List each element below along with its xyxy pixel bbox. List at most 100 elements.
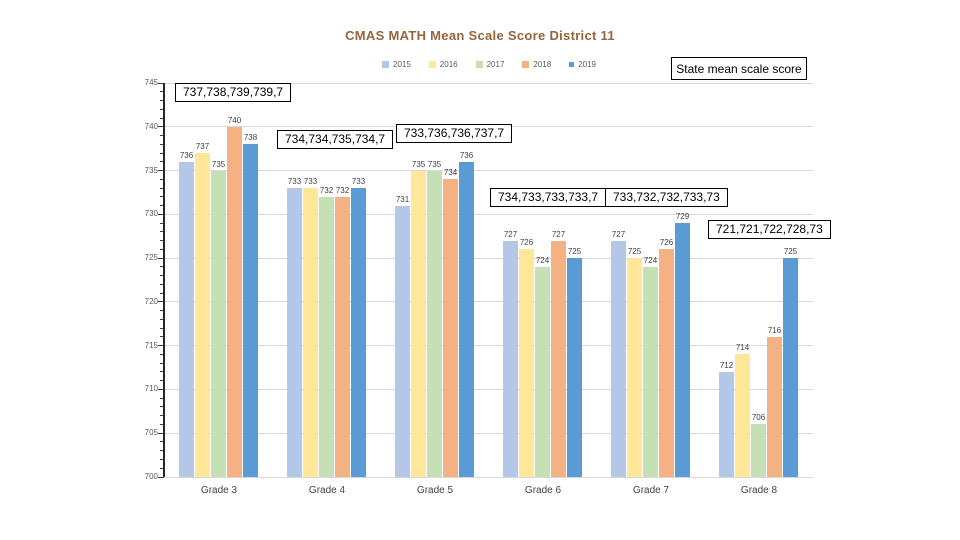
y-axis-tick-mark <box>158 213 164 215</box>
bar-value-label: 716 <box>767 325 782 335</box>
y-axis-tick-mark <box>160 406 164 408</box>
bar-value-label: 726 <box>519 238 534 248</box>
y-axis-tick-mark <box>158 301 164 303</box>
bar-value-label: 714 <box>735 343 750 353</box>
bar-value-label: 736 <box>179 150 194 160</box>
bar-grade-6-2016 <box>519 249 534 477</box>
y-axis-tick-mark <box>160 117 164 119</box>
y-axis-tick-mark <box>160 283 164 285</box>
y-axis-tick-mark <box>160 458 164 460</box>
bar-grade-7-2017 <box>643 266 658 477</box>
bar-grade-8-2017 <box>751 424 766 477</box>
bar-value-label: 736 <box>459 150 474 160</box>
y-axis-tick-label: 725 <box>144 253 158 263</box>
bar-value-label: 732 <box>319 185 334 195</box>
legend-label: 2018 <box>533 59 552 69</box>
y-axis-tick-mark <box>160 450 164 452</box>
state-mean-callout-grade-5: 733,736,736,737,7 <box>396 124 513 143</box>
bar-value-label: 738 <box>243 133 258 143</box>
bar-value-label: 706 <box>751 413 766 423</box>
y-axis-tick-mark <box>160 108 164 110</box>
bar-grade-5-2019 <box>459 161 474 477</box>
bar-value-label: 726 <box>659 238 674 248</box>
bar-grade-3-2017 <box>211 170 226 477</box>
y-axis-tick-mark <box>160 240 164 242</box>
y-axis-tick-mark <box>160 231 164 233</box>
y-axis-tick-mark <box>158 388 164 390</box>
y-gridline <box>165 345 813 347</box>
y-axis-tick-label: 735 <box>144 165 158 175</box>
bar-value-label: 725 <box>567 247 582 257</box>
legend-swatch-icon <box>382 60 389 68</box>
bar-value-label: 725 <box>627 247 642 257</box>
x-axis-category-label: Grade 6 <box>524 485 562 496</box>
y-axis-tick-mark <box>160 178 164 180</box>
y-axis-tick-mark <box>160 248 164 250</box>
state-mean-callout-grade-7: 733,732,732,733,73 <box>605 188 728 207</box>
y-axis-tick-label: 705 <box>144 428 158 438</box>
y-gridline <box>165 257 813 259</box>
y-axis-tick-label: 740 <box>144 121 158 131</box>
y-gridline <box>165 170 813 172</box>
bar-grade-6-2019 <box>567 258 582 477</box>
bar-value-label: 735 <box>211 159 226 169</box>
y-axis-tick-mark <box>160 353 164 355</box>
bar-value-label: 740 <box>227 115 242 125</box>
y-gridline <box>165 432 813 434</box>
bar-grade-4-2015 <box>287 188 302 477</box>
bar-value-label: 729 <box>675 212 690 222</box>
bar-value-label: 727 <box>503 229 518 239</box>
y-axis-tick-mark <box>160 318 164 320</box>
bar-value-label: 725 <box>783 247 798 257</box>
bar-value-label: 734 <box>443 168 458 178</box>
bar-value-label: 727 <box>611 229 626 239</box>
y-gridline <box>165 388 813 390</box>
y-axis-tick-label: 710 <box>144 384 158 394</box>
legend-label: 2016 <box>439 59 458 69</box>
bar-grade-4-2019 <box>351 188 366 477</box>
y-axis-tick-mark <box>160 143 164 145</box>
bar-value-label: 735 <box>427 159 442 169</box>
y-gridline <box>165 213 813 215</box>
bar-grade-7-2019 <box>675 223 690 477</box>
y-axis-tick-mark <box>160 423 164 425</box>
y-axis-tick-mark <box>158 126 164 128</box>
bar-grade-7-2018 <box>659 249 674 477</box>
bar-value-label: 727 <box>551 229 566 239</box>
y-axis-tick-mark <box>160 397 164 399</box>
bar-grade-3-2018 <box>227 126 242 477</box>
legend-swatch-icon <box>522 60 530 68</box>
state-mean-callout-grade-8: 721,721,722,728,73 <box>708 220 831 239</box>
chart-title: CMAS MATH Mean Scale Score District 11 <box>345 28 615 43</box>
bar-value-label: 737 <box>195 142 210 152</box>
y-axis-tick-mark <box>158 432 164 434</box>
x-axis-category-label: Grade 4 <box>308 485 346 496</box>
y-axis-tick-label: 745 <box>144 78 158 87</box>
legend-item-2015: 2015 <box>382 60 411 69</box>
bar-grade-7-2016 <box>627 258 642 477</box>
bar-grade-4-2017 <box>319 196 334 477</box>
y-axis-tick-mark <box>160 310 164 312</box>
bar-grade-6-2018 <box>551 240 566 477</box>
y-axis-tick-mark <box>160 222 164 224</box>
y-axis-tick-mark <box>158 170 164 172</box>
x-axis-category-label: Grade 3 <box>200 485 238 496</box>
y-axis-tick-mark <box>158 345 164 347</box>
bar-value-label: 733 <box>303 177 318 187</box>
bar-grade-8-2019 <box>783 258 798 477</box>
legend-label: 2019 <box>578 59 596 69</box>
bar-grade-8-2016 <box>735 354 750 477</box>
bar-value-label: 732 <box>335 185 350 195</box>
bar-grade-3-2019 <box>243 144 258 477</box>
y-axis-tick-mark <box>160 135 164 137</box>
bar-grade-6-2015 <box>503 240 518 477</box>
y-gridline <box>165 476 813 478</box>
bar-value-label: 733 <box>287 177 302 187</box>
y-axis-tick-mark <box>160 441 164 443</box>
x-axis-category-label: Grade 5 <box>416 485 454 496</box>
bar-grade-4-2016 <box>303 188 318 477</box>
y-axis-tick-mark <box>158 82 164 84</box>
state-mean-callout-grade-6: 734,733,733,733,7 <box>490 188 607 207</box>
state-mean-scale-score-label: State mean scale score <box>676 61 802 76</box>
